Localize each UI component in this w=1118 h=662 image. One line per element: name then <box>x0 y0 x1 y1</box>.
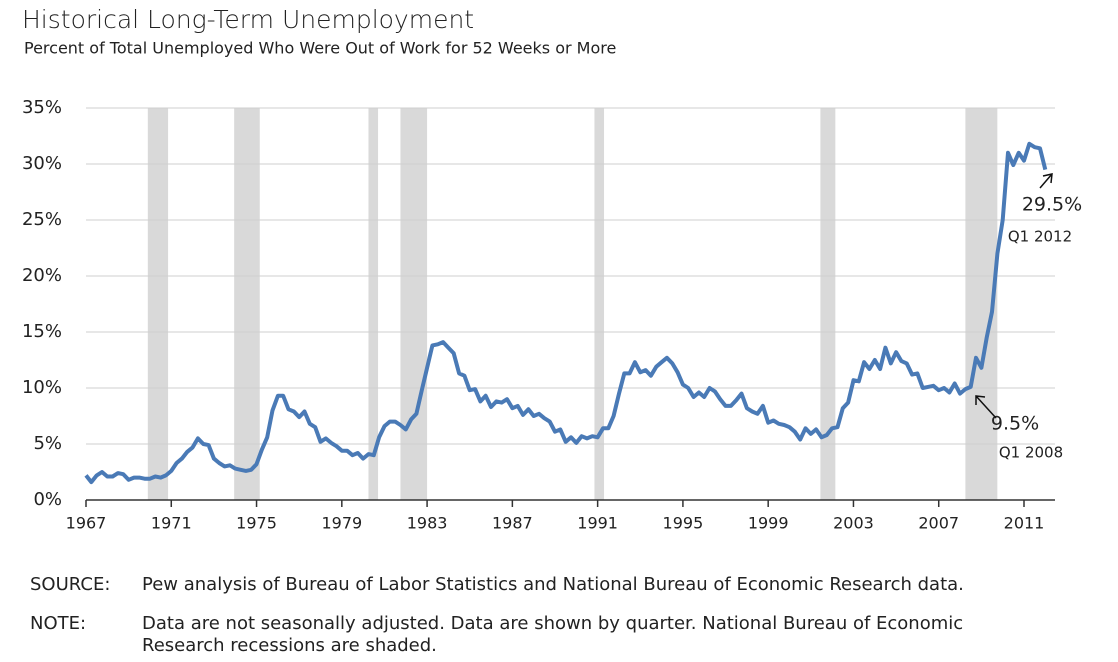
y-tick-label: 0% <box>33 489 62 510</box>
x-tick-label: 1995 <box>663 514 704 533</box>
annotation: 29.5% <box>1022 194 1082 216</box>
arrow <box>975 395 997 419</box>
y-tick-label: 20% <box>22 265 62 286</box>
x-tick-label: 2007 <box>918 514 959 533</box>
chart-subtitle: Percent of Total Unemployed Who Were Out… <box>24 39 616 58</box>
y-tick-label: 35% <box>22 97 62 118</box>
background-layer <box>86 107 1055 500</box>
source-text: Pew analysis of Bureau of Labor Statisti… <box>142 574 964 595</box>
annotation-arrows <box>975 173 1053 419</box>
recession-band <box>594 108 605 500</box>
y-tick-label: 15% <box>22 321 62 342</box>
source-label: SOURCE: <box>30 574 111 595</box>
x-tick-label: 1975 <box>236 514 277 533</box>
recession-band <box>820 108 836 500</box>
x-tick-label: 1987 <box>492 514 533 533</box>
data-line <box>84 141 1048 485</box>
y-tick-label: 30% <box>22 153 62 174</box>
note-text: Data are not seasonally adjusted. Data a… <box>142 613 964 656</box>
annotation: Q1 2008 <box>999 444 1063 462</box>
note-label: NOTE: <box>30 613 87 634</box>
x-tick-label: 1999 <box>748 514 789 533</box>
x-tick-label: 2003 <box>833 514 874 533</box>
x-tick-label: 1971 <box>151 514 192 533</box>
x-tick-label: 1991 <box>577 514 618 533</box>
recession-band <box>400 108 428 500</box>
recession-band <box>368 108 379 500</box>
chart-title: Historical Long-Term Unemployment <box>22 5 474 34</box>
y-tick-label: 10% <box>22 377 62 398</box>
x-tick-label: 1983 <box>407 514 448 533</box>
y-tick-label: 25% <box>22 209 62 230</box>
recession-band <box>147 108 169 500</box>
annotation: Q1 2012 <box>1008 228 1072 246</box>
y-tick-label: 5% <box>33 433 62 454</box>
arrow <box>1039 173 1053 189</box>
chart: Historical Long-Term Unemployment Percen… <box>22 5 1082 533</box>
x-tick-label: 2011 <box>1004 514 1045 533</box>
recession-band <box>234 108 260 500</box>
foreground-layer: 0% 5% 10% 15% 20% 25% 30% 35% 1967 1971 1975 1979 19… <box>22 97 1082 533</box>
x-tick-label: 1979 <box>321 514 362 533</box>
annotation: 9.5% <box>991 413 1039 435</box>
x-tick-label: 1967 <box>66 514 107 533</box>
